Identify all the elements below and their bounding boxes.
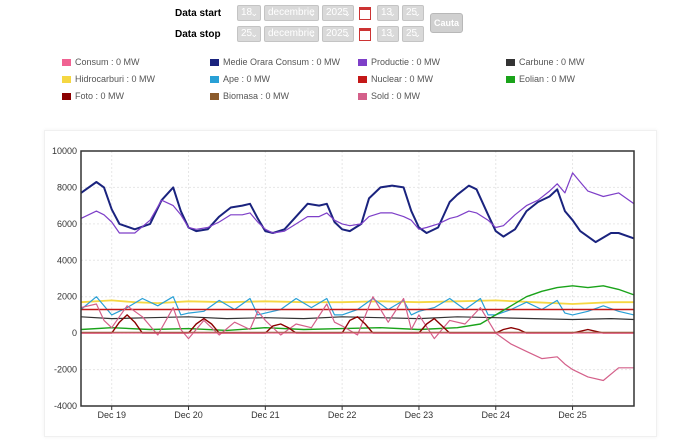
legend-item-ape[interactable]: Ape : 0 MW [210, 74, 270, 84]
x-tick-label: Dec 22 [328, 410, 357, 420]
y-tick-label: -2000 [54, 365, 77, 375]
legend-item-eolian[interactable]: Eolian : 0 MW [506, 74, 575, 84]
legend-swatch [506, 75, 515, 83]
legend-swatch [210, 58, 219, 66]
legend-item-carbune[interactable]: Carbune : 0 MW [506, 57, 585, 67]
legend-swatch [358, 75, 367, 83]
x-tick-label: Dec 19 [97, 410, 126, 420]
x-tick-label: Dec 21 [251, 410, 280, 420]
stop-label: Data stop [175, 28, 221, 40]
stop-date-row: Data stop 25 ⌄ decembrie ⌄ 2025 ⌄ 13 ⌄ 25 ⌄ [175, 24, 427, 44]
start-minute-select[interactable]: 25 ⌄ [402, 5, 424, 21]
y-tick-label: 0 [72, 328, 77, 338]
stop-month-select[interactable]: decembrie ⌄ [264, 26, 319, 42]
legend-swatch [210, 75, 219, 83]
y-tick-label: 8000 [57, 182, 77, 192]
start-hour-select[interactable]: 13 ⌄ [377, 5, 399, 21]
legend-item-foto[interactable]: Foto : 0 MW [62, 91, 124, 101]
x-tick-label: Dec 25 [558, 410, 587, 420]
stop-minute-select[interactable]: 25 ⌄ [402, 26, 424, 42]
legend-item-nuclear[interactable]: Nuclear : 0 MW [358, 74, 433, 84]
y-tick-label: 2000 [57, 292, 77, 302]
legend-swatch [210, 92, 219, 100]
start-date-row: Data start 18 ⌄ decembrie ⌄ 2025 ⌄ 13 ⌄ 25 ⌄ [175, 3, 427, 23]
stop-day-select[interactable]: 25 ⌄ [237, 26, 261, 42]
legend-swatch [62, 92, 71, 100]
legend-swatch [62, 58, 71, 66]
x-tick-label: Dec 23 [405, 410, 434, 420]
legend-swatch [358, 92, 367, 100]
y-axis-ticks: 10000 8000 6000 4000 2000 0 -2000 -4000 [52, 146, 77, 411]
start-month-select[interactable]: decembrie ⌄ [264, 5, 319, 21]
legend-item-biomasa[interactable]: Biomasa : 0 MW [210, 91, 289, 101]
start-day-select[interactable]: 18 ⌄ [237, 5, 261, 21]
x-tick-label: Dec 20 [174, 410, 203, 420]
x-axis-ticks: Dec 19 Dec 20 Dec 21 Dec 22 Dec 23 Dec 24 Dec … [97, 406, 587, 420]
stop-calendar-icon[interactable] [359, 27, 371, 41]
series-group [80, 172, 635, 382]
y-tick-label: 10000 [52, 146, 77, 156]
series-line-productie [80, 172, 635, 234]
stop-year-select[interactable]: 2025 ⌄ [322, 26, 354, 42]
search-button[interactable]: Cauta [430, 13, 463, 33]
chart-panel [44, 130, 657, 437]
series-line-medie-orara-consum [80, 181, 635, 244]
legend-swatch [62, 75, 71, 83]
series-line-ape [80, 296, 635, 316]
start-year-select[interactable]: 2025 ⌄ [322, 5, 354, 21]
y-tick-label: 6000 [57, 219, 77, 229]
series-line-sold [80, 296, 634, 382]
start-label: Data start [175, 7, 222, 19]
legend-item-hidrocarburi[interactable]: Hidrocarburi : 0 MW [62, 74, 155, 84]
legend-item-consum[interactable]: Consum : 0 MW [62, 57, 140, 67]
legend-item-medie-orara-consum[interactable]: Medie Orara Consum : 0 MW [210, 57, 340, 67]
x-tick-label: Dec 24 [481, 410, 510, 420]
series-line-eolian [80, 285, 635, 332]
y-tick-label: 4000 [57, 255, 77, 265]
legend-swatch [358, 58, 367, 66]
legend-item-sold[interactable]: Sold : 0 MW [358, 91, 420, 101]
plot-frame [80, 150, 635, 407]
stop-hour-select[interactable]: 13 ⌄ [377, 26, 399, 42]
series-line-carbune [80, 316, 635, 321]
y-tick-label: -4000 [54, 401, 77, 411]
legend-swatch [506, 58, 515, 66]
start-calendar-icon[interactable] [359, 6, 371, 20]
legend-item-productie[interactable]: Productie : 0 MW [358, 57, 440, 67]
